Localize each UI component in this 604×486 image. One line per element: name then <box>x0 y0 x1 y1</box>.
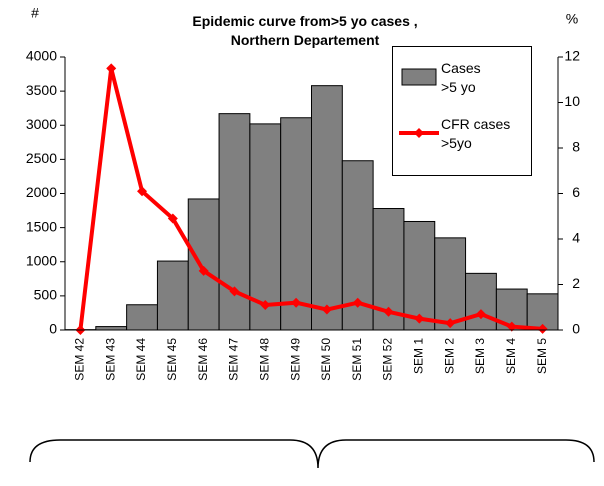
y-tick-label: 1000 <box>26 252 57 268</box>
y-tick-label: 4000 <box>26 48 57 64</box>
bar <box>434 237 467 331</box>
marker <box>198 265 209 276</box>
bar <box>465 272 497 331</box>
legend-box <box>401 68 437 86</box>
y2-tick-label: 10 <box>564 93 580 109</box>
y-axis-title: # <box>31 5 39 21</box>
x-tick-label: SEM 45 <box>165 338 179 381</box>
marker <box>137 186 148 197</box>
line <box>78 67 543 331</box>
y-tick-label: 500 <box>34 287 58 303</box>
x-tick-label: SEM 47 <box>227 338 241 381</box>
y2-tick-label: 8 <box>572 139 580 155</box>
bar <box>187 198 220 331</box>
chart-title: Epidemic curve from>5 yo cases , Northern… <box>140 12 470 50</box>
marker <box>106 63 117 74</box>
y2-axis-title: % <box>566 11 578 27</box>
legend-label: Cases >5 yo <box>441 60 481 95</box>
x-tick-label: SEM 2 <box>442 338 456 374</box>
x-tick-label: SEM 50 <box>319 338 333 381</box>
y2-tick-label: 0 <box>572 321 580 337</box>
x-tick-label: SEM 1 <box>412 338 426 374</box>
legend-label: CFR cases >5yo <box>441 116 511 151</box>
y-tick-label: 1500 <box>26 218 57 234</box>
marker <box>167 213 178 224</box>
legend-marker <box>414 128 424 138</box>
x-tick-label: SEM 42 <box>73 338 87 381</box>
bar <box>126 304 158 331</box>
x-tick-label: SEM 5 <box>535 338 549 374</box>
legend: Cases >5 yo CFR cases >5yo <box>392 46 532 176</box>
marker <box>260 299 271 310</box>
marker <box>445 318 456 329</box>
y2-tick-label: 2 <box>572 275 580 291</box>
marker <box>352 297 363 308</box>
brace <box>29 439 595 469</box>
x-tick-label: SEM 46 <box>196 338 210 381</box>
bar <box>95 326 128 331</box>
y-tick-label: 2500 <box>26 150 57 166</box>
x-tick-label: SEM 4 <box>504 338 518 374</box>
x-tick-label: SEM 51 <box>350 338 364 381</box>
marker <box>229 286 240 297</box>
x-tick-label: SEM 44 <box>134 338 148 381</box>
y2-tick-label: 6 <box>572 184 580 200</box>
marker <box>383 306 394 317</box>
title-line: Epidemic curve from>5 yo cases , <box>192 13 418 29</box>
y-tick-label: 3000 <box>26 116 57 132</box>
marker <box>414 313 425 324</box>
bar <box>156 260 189 331</box>
y2-tick-label: 12 <box>564 48 580 64</box>
x-tick-label: SEM 49 <box>288 338 302 381</box>
x-tick-label: SEM 48 <box>257 338 271 381</box>
x-tick-label: SEM 3 <box>473 338 487 374</box>
bar <box>249 123 282 331</box>
marker <box>321 304 332 315</box>
x-tick-label: SEM 43 <box>103 338 117 381</box>
marker <box>291 297 302 308</box>
y-tick-label: 0 <box>49 321 57 337</box>
bar <box>280 117 312 331</box>
y-tick-label: 2000 <box>26 184 57 200</box>
legend-swatch <box>401 68 437 86</box>
marker <box>475 309 486 320</box>
y2-tick-label: 4 <box>572 230 580 246</box>
marker <box>537 323 548 334</box>
legend-swatch <box>399 128 439 138</box>
x-tick-label: SEM 52 <box>381 338 395 381</box>
marker <box>506 321 517 332</box>
title-line: Northern Departement <box>230 32 380 48</box>
bar <box>311 85 343 331</box>
y-tick-label: 3500 <box>26 82 57 98</box>
